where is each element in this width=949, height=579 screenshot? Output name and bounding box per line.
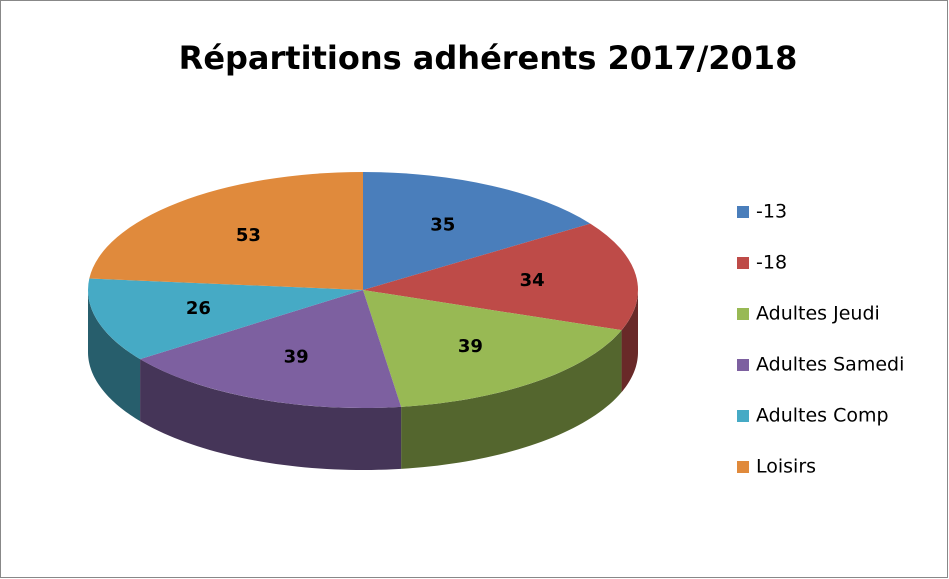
legend-label: Loisirs (756, 456, 816, 478)
data-label: 39 (458, 336, 483, 357)
data-label: 35 (430, 214, 455, 235)
legend-swatch (737, 410, 749, 422)
slice (87, 278, 363, 360)
slice-side (88, 290, 141, 422)
legend-swatch (737, 359, 749, 371)
data-label: 26 (186, 298, 211, 319)
slice-side (140, 359, 402, 470)
data-label: 34 (520, 270, 545, 291)
legend-label: Adultes Jeudi (756, 303, 880, 325)
slice (363, 172, 591, 290)
data-label: 53 (236, 225, 261, 246)
slice-side (621, 290, 638, 393)
slice (89, 172, 363, 290)
chart-title: Répartitions adhérents 2017/2018 (179, 39, 798, 77)
legend-swatch (737, 461, 749, 473)
slice (140, 290, 402, 408)
slice (363, 223, 638, 331)
legend-label: Adultes Comp (756, 405, 889, 427)
legend-label: -18 (756, 252, 787, 274)
legend-swatch (737, 206, 749, 218)
data-label: 39 (284, 346, 309, 367)
legend-swatch (737, 257, 749, 269)
legend-swatch (737, 308, 749, 320)
legend-label: -13 (756, 201, 787, 223)
slice-side (401, 330, 622, 469)
legend-label: Adultes Samedi (756, 354, 904, 376)
slice (363, 290, 622, 407)
